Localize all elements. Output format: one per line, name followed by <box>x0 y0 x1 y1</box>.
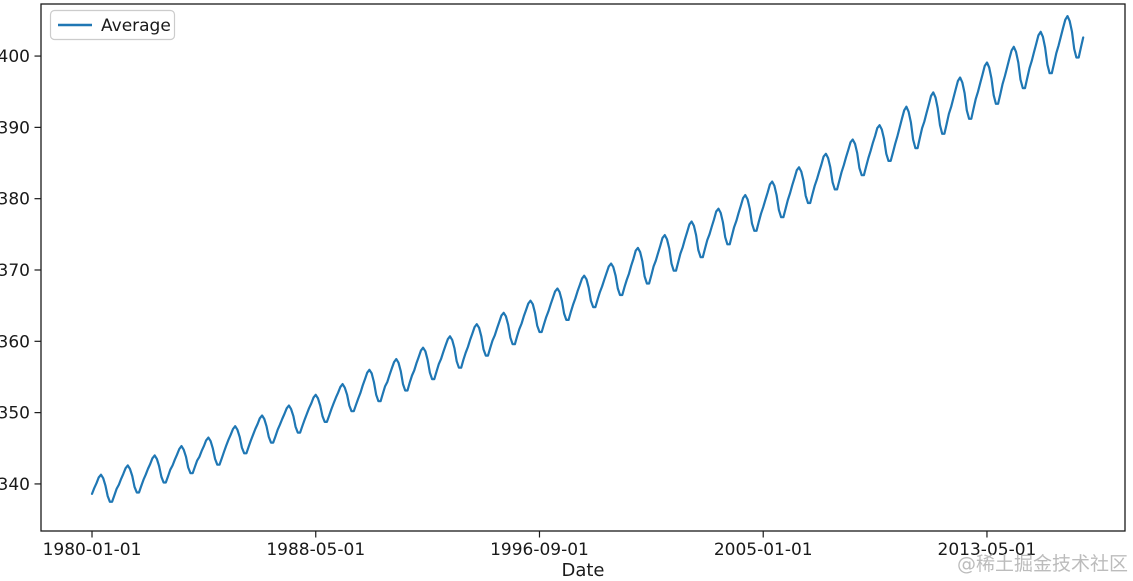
x-tick-label: 1980-01-01 <box>43 540 142 560</box>
y-tick-label: 370 <box>0 261 30 281</box>
y-tick-label: 360 <box>0 332 30 352</box>
x-tick-label: 1996-09-01 <box>490 540 589 560</box>
y-tick-label: 340 <box>0 475 30 495</box>
y-tick-label: 390 <box>0 118 30 138</box>
legend-label: Average <box>101 16 171 36</box>
x-tick-label: 2005-01-01 <box>714 540 813 560</box>
legend-box <box>49 9 176 41</box>
x-axis-title: Date <box>561 560 604 581</box>
y-tick-label: 400 <box>0 47 30 67</box>
x-tick-label: 2013-05-01 <box>938 540 1037 560</box>
y-tick-label: 350 <box>0 404 30 424</box>
average-series-line <box>90 15 1085 503</box>
axes-frame <box>40 3 1126 532</box>
watermark-text: @稀土掘金技术社区 <box>957 553 1128 575</box>
y-tick-label: 380 <box>0 190 30 210</box>
x-tick-label: 1988-05-01 <box>266 540 365 560</box>
